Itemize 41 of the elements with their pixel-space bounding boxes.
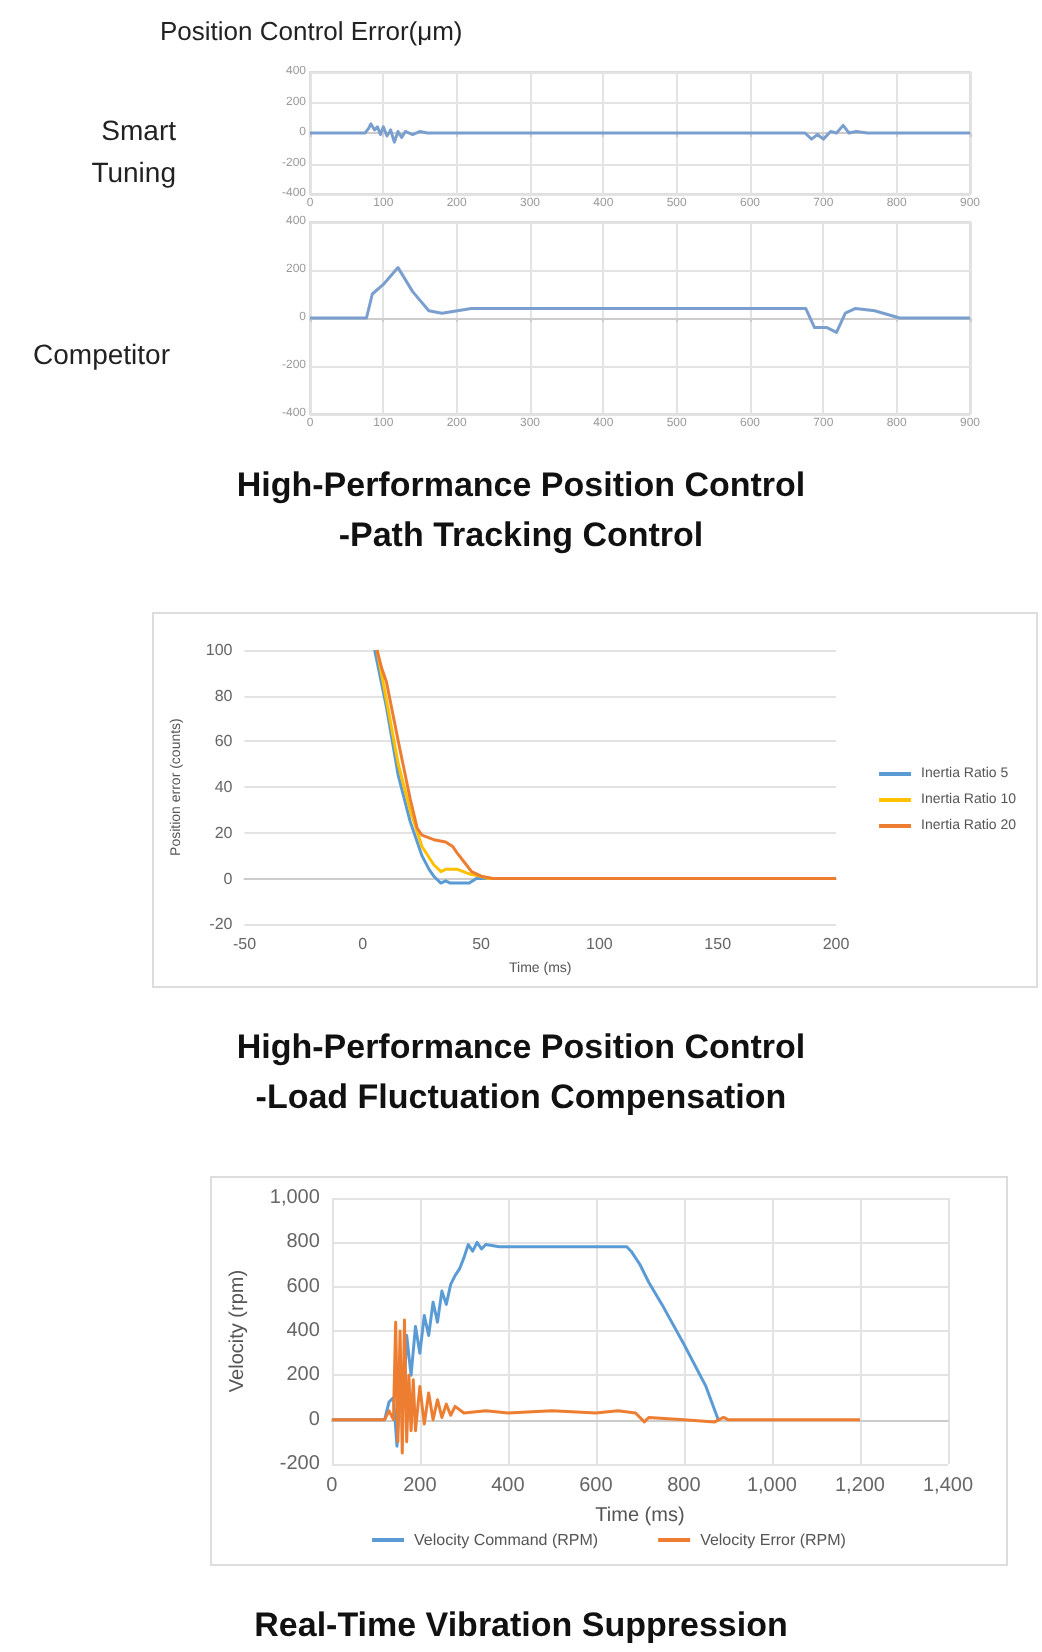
y-tick-label: -200	[279, 1453, 321, 1475]
text: High-Performance Position Control -Load Fluctuation Compensation	[234, 1026, 808, 1120]
y-tick-label: 0	[308, 1408, 321, 1431]
chart-title: Position Control Error(μm)	[160, 16, 463, 46]
y-axis-title: Competitor	[31, 336, 170, 374]
x-tick-label: 0	[358, 935, 369, 954]
line-series	[330, 1318, 862, 1455]
y-tick-label: 100	[205, 641, 234, 659]
x-tick-label: 1,000	[746, 1475, 798, 1497]
x-tick-label: 200	[403, 1475, 438, 1497]
x-tick-label: 400	[491, 1475, 526, 1497]
x-tick-label: 150	[704, 935, 733, 954]
line-series	[308, 122, 972, 144]
x-tick-label: 800	[667, 1475, 702, 1497]
legend-label: Velocity Command (RPM)	[414, 1531, 599, 1549]
x-tick-label: 1,200	[834, 1475, 886, 1497]
x-tick-label: 200	[822, 935, 851, 954]
text: Real-Time Vibration Suppression	[252, 1604, 790, 1648]
y-tick-label: 1,000	[269, 1187, 321, 1209]
y-axis-title: Smart Tuning	[89, 112, 176, 192]
x-tick-label: 1,400	[922, 1475, 974, 1497]
text: High-Performance Position Control -Path Tracking Control	[234, 464, 808, 558]
y-tick-label: 0	[223, 869, 234, 888]
y-tick-label: -20	[209, 915, 234, 934]
legend-label: Velocity Error (RPM)	[700, 1531, 847, 1549]
x-tick-label: 50	[472, 935, 492, 954]
y-tick-label: 40	[214, 778, 234, 797]
x-tick-label: 0	[326, 1475, 339, 1497]
y-tick-label: 400	[286, 1320, 321, 1342]
x-tick-label: -50	[232, 935, 258, 954]
y-tick-label: 60	[214, 732, 234, 751]
y-tick-label: 200	[286, 1364, 321, 1387]
x-tick-label: 100	[586, 935, 614, 954]
y-tick-label: 20	[214, 823, 234, 842]
y-tick-label: 800	[286, 1231, 321, 1254]
line-series	[308, 266, 972, 334]
y-tick-label: 80	[214, 686, 234, 705]
y-axis-title: Velocity (rpm)	[227, 1269, 249, 1393]
x-axis-title: Time (ms)	[595, 1504, 685, 1527]
x-tick-label: 600	[579, 1475, 614, 1497]
y-tick-label: 600	[286, 1275, 321, 1298]
